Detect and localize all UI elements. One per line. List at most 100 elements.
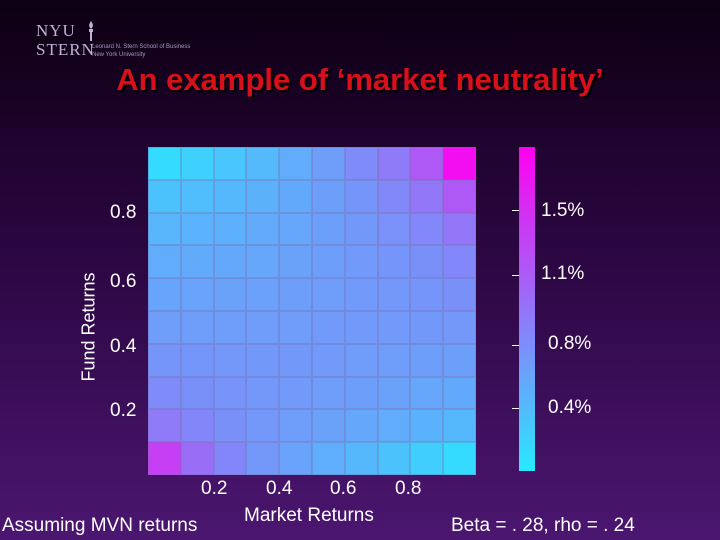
heatmap-cell xyxy=(312,311,345,344)
heatmap-cell xyxy=(148,343,181,377)
colorbar-tick xyxy=(512,275,519,276)
heatmap-cell xyxy=(410,147,444,180)
heatmap-cell xyxy=(246,311,280,344)
colorbar-tick xyxy=(512,345,519,346)
assumption-note: Assuming MVN returns xyxy=(2,515,198,536)
heatmap-cell xyxy=(344,179,378,213)
heatmap-cell xyxy=(443,343,476,377)
y-axis-label: Fund Returns xyxy=(78,272,99,382)
beta-rho-note: Beta = . 28, rho = . 24 xyxy=(451,515,635,536)
logo-word-nyu: NYU xyxy=(36,21,76,40)
heatmap-cell xyxy=(279,278,312,311)
heatmap-cell xyxy=(410,212,444,246)
heatmap-cell xyxy=(279,212,312,246)
heatmap-cell xyxy=(180,343,214,377)
heatmap-cell xyxy=(377,311,411,344)
heatmap-cell xyxy=(180,212,214,246)
heatmap-cell xyxy=(377,376,411,410)
heatmap-cell xyxy=(213,212,247,246)
heatmap-cell xyxy=(377,245,411,279)
y-tick-label: 0.6 xyxy=(110,271,137,292)
heatmap-cell xyxy=(246,212,280,246)
heatmap-cell xyxy=(279,179,312,213)
heatmap-cell xyxy=(377,212,411,246)
heatmap-cell xyxy=(312,278,345,311)
colorbar-tick xyxy=(512,210,519,211)
heatmap-cell xyxy=(377,343,411,377)
heatmap-cell xyxy=(279,245,312,279)
heatmap-cell xyxy=(180,442,214,475)
colorbar-tick-label: 0.8% xyxy=(548,333,592,354)
heatmap-grid xyxy=(148,147,476,475)
heatmap-cell xyxy=(443,311,476,344)
heatmap-cell xyxy=(213,245,247,279)
nyu-stern-logo: NYU STERN Leonard N. Stern School of Bus… xyxy=(36,20,236,68)
logo-school-name: Leonard N. Stern School of Business xyxy=(92,44,191,50)
heatmap-cell xyxy=(443,212,476,246)
heatmap-cell xyxy=(148,311,181,344)
x-axis-label: Market Returns xyxy=(244,505,374,526)
heatmap-cell xyxy=(246,245,280,279)
heatmap-cell xyxy=(279,147,312,180)
heatmap-cell xyxy=(377,147,411,180)
heatmap-cell xyxy=(312,179,345,213)
heatmap-cell xyxy=(443,376,476,410)
heatmap-cell xyxy=(410,442,444,475)
heatmap-cell xyxy=(312,245,345,279)
x-tick-label: 0.4 xyxy=(266,478,293,499)
heatmap-cell xyxy=(148,376,181,410)
y-tick-label: 0.2 xyxy=(110,400,137,421)
heatmap-cell xyxy=(180,147,214,180)
heatmap-cell xyxy=(312,147,345,180)
heatmap-cell xyxy=(443,278,476,311)
colorbar-tick-label: 1.1% xyxy=(541,263,585,284)
heatmap-cell xyxy=(148,179,181,213)
heatmap-cell xyxy=(213,311,247,344)
heatmap-cell xyxy=(279,376,312,410)
heatmap-cell xyxy=(213,179,247,213)
heatmap-cell xyxy=(344,376,378,410)
heatmap-cell xyxy=(279,442,312,475)
heatmap-cell xyxy=(312,343,345,377)
heatmap-cell xyxy=(180,311,214,344)
heatmap-cell xyxy=(410,245,444,279)
heatmap-cell xyxy=(246,147,280,180)
heatmap-cell xyxy=(312,212,345,246)
heatmap-cell xyxy=(246,442,280,475)
colorbar-tick-label: 1.5% xyxy=(541,200,585,221)
heatmap-cell xyxy=(344,409,378,443)
heatmap-cell xyxy=(148,442,181,475)
colorbar xyxy=(519,147,535,471)
heatmap-cell xyxy=(344,442,378,475)
logo-university-name: New York University xyxy=(92,52,146,58)
slide-title: An example of ‘market neutrality’ xyxy=(116,62,604,97)
heatmap-cell xyxy=(410,278,444,311)
heatmap-cell xyxy=(410,311,444,344)
heatmap-cell xyxy=(312,442,345,475)
heatmap-cell xyxy=(246,409,280,443)
heatmap-cell xyxy=(344,311,378,344)
heatmap-cell xyxy=(180,245,214,279)
heatmap-cell xyxy=(377,409,411,443)
heatmap-cell xyxy=(410,409,444,443)
heatmap-cell xyxy=(213,147,247,180)
heatmap-cell xyxy=(344,245,378,279)
heatmap-cell xyxy=(443,179,476,213)
heatmap-cell xyxy=(344,343,378,377)
heatmap-cell xyxy=(443,147,476,180)
heatmap-cell xyxy=(377,179,411,213)
heatmap-cell xyxy=(279,311,312,344)
heatmap-cell xyxy=(312,376,345,410)
x-tick-label: 0.2 xyxy=(201,478,228,499)
heatmap-cell xyxy=(246,376,280,410)
heatmap-cell xyxy=(180,179,214,213)
heatmap-cell xyxy=(246,179,280,213)
heatmap-cell xyxy=(312,409,345,443)
colorbar-tick-label: 0.4% xyxy=(548,397,592,418)
heatmap-cell xyxy=(180,278,214,311)
heatmap-cell xyxy=(344,212,378,246)
heatmap-cell xyxy=(443,245,476,279)
heatmap-cell xyxy=(279,409,312,443)
heatmap-cell xyxy=(377,442,411,475)
heatmap-cell xyxy=(180,376,214,410)
